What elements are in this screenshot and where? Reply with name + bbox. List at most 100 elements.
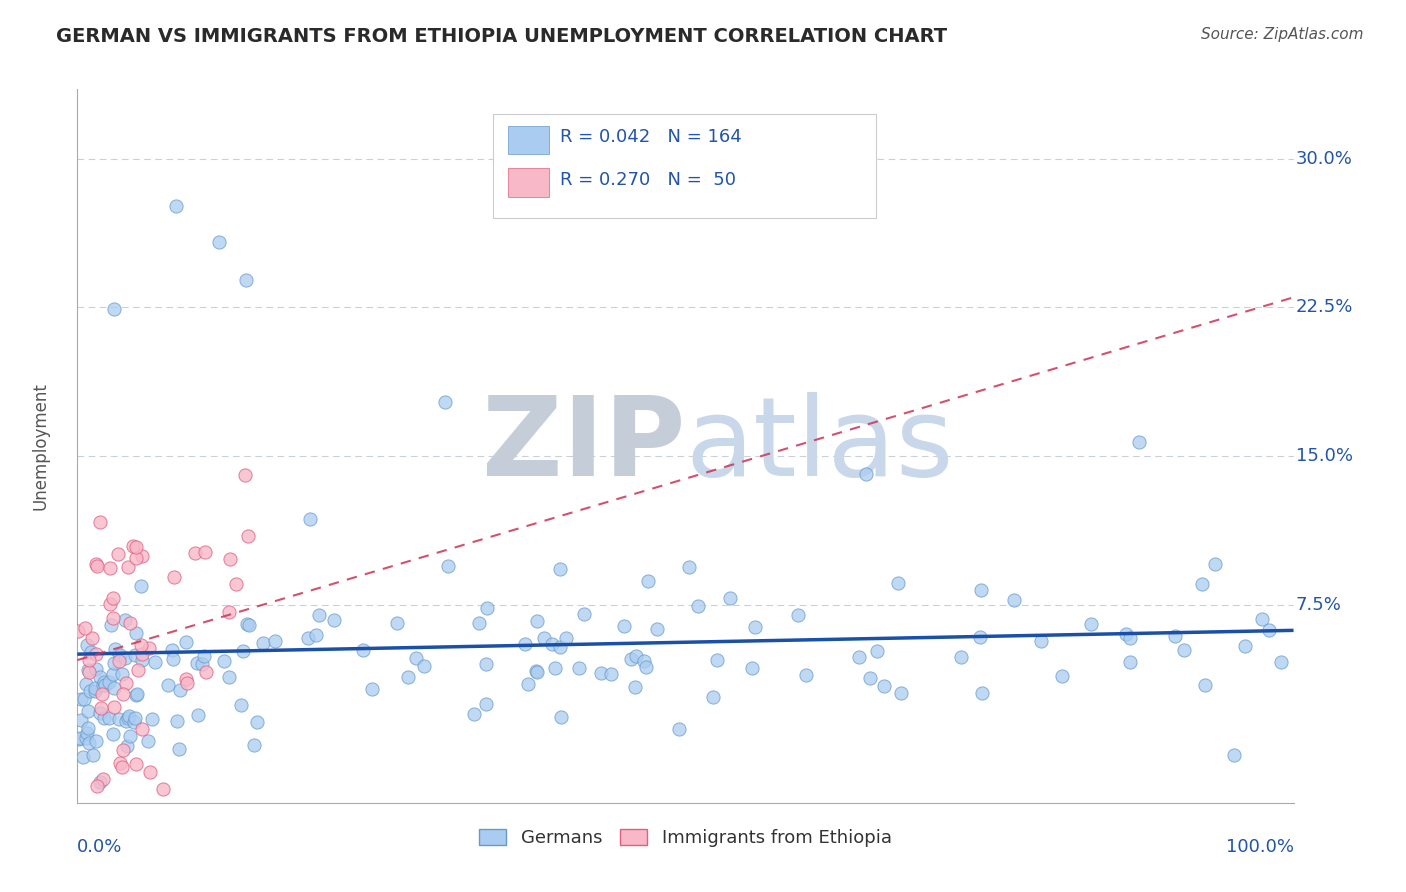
Point — [855, 467, 877, 481]
Point — [91, 772, 114, 786]
Point — [252, 636, 274, 650]
Point — [212, 654, 235, 668]
Point — [110, 648, 132, 662]
Point — [91, 678, 114, 692]
Point — [533, 631, 555, 645]
Point — [138, 641, 160, 656]
Point — [75, 676, 97, 690]
Point — [108, 756, 131, 771]
Point — [970, 685, 993, 699]
Point — [243, 738, 266, 752]
Point — [169, 683, 191, 698]
Point — [613, 619, 636, 633]
Point — [131, 647, 153, 661]
Text: 100.0%: 100.0% — [1226, 838, 1294, 856]
Point — [1128, 435, 1150, 450]
Point — [120, 615, 142, 630]
Point — [131, 549, 153, 563]
Point — [263, 634, 285, 648]
Point — [70, 713, 93, 727]
Point — [166, 714, 188, 729]
Point — [637, 574, 659, 588]
Point — [124, 756, 146, 771]
Point — [174, 672, 197, 686]
Point — [873, 679, 896, 693]
Point — [103, 681, 125, 695]
Point — [526, 665, 548, 679]
FancyBboxPatch shape — [508, 126, 550, 154]
Point — [413, 659, 436, 673]
Point — [706, 653, 728, 667]
Point — [405, 651, 427, 665]
Point — [688, 599, 710, 614]
Point — [76, 721, 98, 735]
Point — [475, 657, 498, 671]
Point — [299, 512, 322, 526]
Point — [859, 672, 882, 686]
Point — [543, 661, 565, 675]
Point — [76, 726, 98, 740]
Point — [1029, 633, 1052, 648]
Point — [599, 667, 621, 681]
Point — [124, 711, 146, 725]
Point — [233, 468, 256, 483]
Point — [513, 636, 536, 650]
Point — [165, 199, 187, 213]
Point — [129, 579, 152, 593]
Text: R = 0.042   N = 164: R = 0.042 N = 164 — [560, 128, 742, 146]
Legend: Germans, Immigrants from Ethiopia: Germans, Immigrants from Ethiopia — [472, 822, 898, 855]
Point — [969, 630, 991, 644]
Point — [548, 561, 571, 575]
Point — [1270, 656, 1292, 670]
Point — [67, 731, 90, 746]
Point — [111, 666, 134, 681]
Point — [548, 640, 571, 655]
Point — [236, 617, 259, 632]
Text: 22.5%: 22.5% — [1296, 298, 1354, 317]
Point — [114, 651, 136, 665]
Point — [160, 643, 183, 657]
Point — [66, 624, 89, 638]
Point — [208, 235, 231, 249]
Point — [176, 675, 198, 690]
Point — [184, 546, 207, 560]
Point — [702, 690, 724, 705]
Point — [1115, 626, 1137, 640]
Point — [219, 551, 242, 566]
Point — [115, 714, 138, 729]
Point — [125, 540, 148, 554]
Point — [89, 670, 111, 684]
Text: atlas: atlas — [686, 392, 953, 500]
Point — [143, 656, 166, 670]
Point — [84, 681, 107, 695]
Point — [176, 635, 198, 649]
Point — [235, 273, 257, 287]
Point — [193, 545, 215, 559]
Point — [79, 736, 101, 750]
Point — [246, 714, 269, 729]
Point — [1080, 617, 1102, 632]
Point — [550, 710, 572, 724]
Point — [794, 668, 817, 682]
Point — [72, 749, 94, 764]
Text: R = 0.270   N =  50: R = 0.270 N = 50 — [560, 171, 737, 189]
Point — [633, 654, 655, 668]
Point — [463, 706, 485, 721]
Point — [554, 632, 576, 646]
Point — [107, 547, 129, 561]
Point — [848, 650, 870, 665]
Point — [187, 708, 209, 723]
Point — [80, 645, 103, 659]
Point — [125, 625, 148, 640]
Point — [131, 722, 153, 736]
Point — [124, 648, 146, 662]
Point — [122, 714, 145, 729]
Point — [678, 560, 700, 574]
Point — [308, 607, 330, 622]
Point — [195, 665, 218, 679]
Point — [98, 711, 121, 725]
Point — [89, 515, 111, 529]
Point — [1002, 592, 1025, 607]
Point — [93, 674, 115, 689]
Point — [1050, 669, 1073, 683]
